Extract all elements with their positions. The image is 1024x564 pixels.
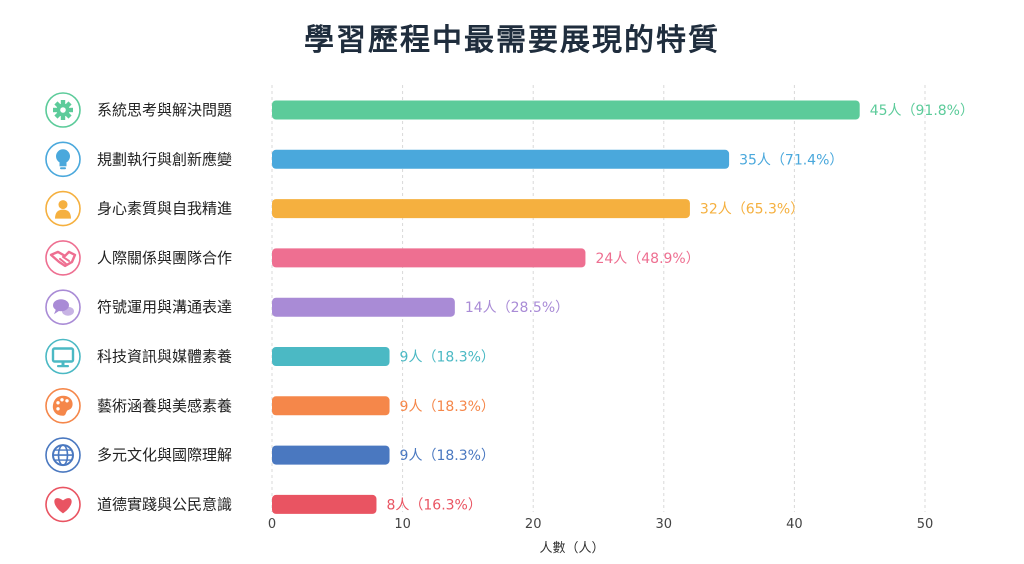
bar: [272, 149, 730, 169]
bar: [272, 494, 377, 514]
bar-row: 藝術涵養與美感素養 9人（18.3%）: [45, 387, 495, 424]
bar: [272, 100, 860, 120]
bar-row: 道德實踐與公民意識 8人（16.3%）: [45, 486, 482, 523]
handshake-icon: [45, 240, 81, 276]
category-label: 人際關係與團隊合作: [97, 249, 232, 267]
globe-icon: [45, 437, 81, 473]
data-label: 35人（71.4%）: [739, 152, 843, 168]
x-tick-label: 0: [268, 517, 276, 532]
category-label: 系統思考與解決問題: [97, 101, 232, 119]
bar: [272, 347, 390, 366]
bar: [272, 396, 390, 416]
monitor-icon: [45, 338, 81, 375]
bar-row: 科技資訊與媒體素養 9人（18.3%）: [45, 338, 495, 375]
bars: 系統思考與解決問題 45人（91.8%） 規劃執行與創新應變 35人（71.4%） 身心…: [45, 92, 974, 523]
x-tick-label: 50: [917, 517, 934, 532]
data-label: 45人（91.8%）: [870, 103, 974, 119]
category-label: 規劃執行與創新應變: [97, 150, 232, 168]
bar-row: 身心素質與自我精進 32人（65.3%）: [45, 190, 804, 227]
grid: [271, 85, 926, 512]
category-label: 身心素質與自我精進: [97, 200, 232, 218]
x-tick-label: 20: [525, 517, 542, 532]
data-label: 9人（18.3%）: [400, 399, 495, 415]
category-label: 道德實踐與公民意識: [97, 495, 232, 513]
bar: [272, 445, 390, 465]
bar: [272, 199, 690, 219]
data-label: 8人（16.3%）: [386, 497, 481, 513]
x-axis-label: 人數（人）: [539, 541, 604, 556]
category-label: 符號運用與溝通表達: [97, 298, 232, 316]
category-label: 藝術涵養與美感素養: [97, 397, 232, 415]
x-ticks: 0 10 20 30 40 50: [268, 517, 933, 532]
data-label: 9人（18.3%）: [400, 448, 495, 464]
bar-row: 人際關係與團隊合作 24人（48.9%）: [45, 240, 700, 276]
heart-icon: [45, 486, 81, 523]
bar: [272, 297, 455, 317]
bar-row: 符號運用與溝通表達 14人（28.5%）: [45, 289, 569, 326]
lightbulb-icon: [45, 141, 81, 178]
data-label: 14人（28.5%）: [465, 300, 569, 316]
data-label: 24人（48.9%）: [595, 251, 699, 267]
palette-icon: [45, 387, 81, 424]
data-label: 9人（18.3%）: [400, 350, 495, 366]
bar: [272, 248, 586, 268]
x-tick-label: 10: [394, 517, 411, 532]
bar-row: 系統思考與解決問題 45人（91.8%）: [45, 92, 974, 128]
x-tick-label: 30: [656, 517, 673, 532]
bar-row: 多元文化與國際理解 9人（18.3%）: [45, 437, 495, 473]
category-label: 科技資訊與媒體素養: [97, 348, 232, 366]
category-label: 多元文化與國際理解: [97, 446, 232, 464]
person-icon: [45, 190, 81, 227]
chart-title: 學習歷程中最需要展現的特質: [304, 23, 720, 58]
chat-bubbles-icon: [45, 289, 81, 326]
x-tick-label: 40: [786, 517, 803, 532]
data-label: 32人（65.3%）: [700, 202, 804, 218]
bar-row: 規劃執行與創新應變 35人（71.4%）: [45, 141, 843, 178]
gear-icon: [45, 92, 81, 128]
